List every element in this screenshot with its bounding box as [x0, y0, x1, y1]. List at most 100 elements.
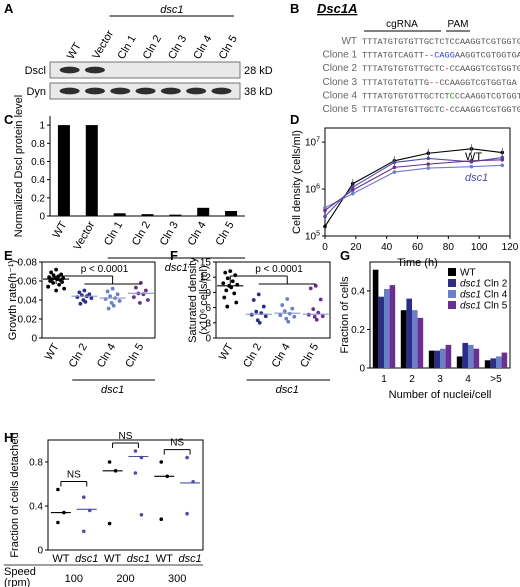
- c-bar: [169, 214, 182, 216]
- d-data-point: [392, 160, 397, 165]
- g-y-tick-label: 0.2: [351, 325, 365, 336]
- f-data-point: [223, 270, 228, 275]
- c-x-tick-label: Cln 5: [213, 219, 236, 247]
- f-data-point: [225, 276, 230, 281]
- d-x-tick-label: 0: [322, 242, 328, 253]
- blot-lane-label: Cln 1: [115, 33, 138, 61]
- sequence-row: TTTATGTGTGTTGCTCTCCCAAGGTCGTGGTGA: [362, 91, 520, 101]
- e-x-tick-label: Cln 2: [67, 342, 90, 370]
- e-y-tick-label: 0.02: [18, 315, 38, 326]
- h-data-point: [185, 511, 189, 516]
- g-legend-swatch: [448, 268, 456, 276]
- d-x-tick-label: 120: [502, 242, 519, 253]
- g-x-tick-label: 2: [409, 374, 415, 385]
- g-bar: [456, 356, 463, 368]
- h-data-point: [133, 471, 138, 475]
- f-data-point: [290, 306, 295, 311]
- d-data-point: [323, 224, 327, 229]
- d-data-point: [350, 188, 355, 192]
- d-data-point: [323, 208, 327, 213]
- e-data-point: [105, 289, 110, 294]
- g-legend-swatch: [448, 301, 456, 309]
- h-data-point: [81, 495, 86, 500]
- e-data-point: [54, 288, 59, 293]
- g-bar: [440, 348, 446, 368]
- e-data-point: [145, 298, 150, 302]
- g-bar: [484, 360, 491, 368]
- f-x-tick-label: Cln 2: [241, 342, 264, 370]
- blot-lane-label: Cln 3: [166, 33, 189, 61]
- f-p-value: p < 0.0001: [255, 264, 303, 275]
- e-data-point: [117, 299, 122, 303]
- f-data-point: [312, 314, 317, 319]
- blot-lane-label: Cln 4: [191, 33, 214, 61]
- f-data-point: [318, 297, 323, 302]
- g-legend-label: WT: [460, 268, 476, 279]
- h-speed-value: 100: [65, 573, 83, 585]
- g-bar: [501, 352, 508, 368]
- d-x-tick-label: 80: [443, 242, 455, 253]
- f-x-tick-label: WT: [217, 341, 236, 362]
- d-y-tick-label: 105: [305, 231, 320, 243]
- g-bar: [417, 317, 424, 368]
- f-data-point: [225, 304, 230, 309]
- c-bar: [197, 207, 210, 216]
- d-data-point: [426, 156, 431, 161]
- sequence-row: TTTATGTGTGTTG--CCAAGGTCGTGGTGA: [362, 78, 518, 88]
- d-data-point: [323, 205, 327, 210]
- c-bar: [57, 125, 70, 216]
- c-y-axis-label: Normalized Dscl protein level: [13, 95, 25, 237]
- h-x-tick-label: dsc1: [75, 553, 98, 565]
- blot-lane-label: WT: [65, 40, 84, 61]
- blot-band: [211, 87, 232, 95]
- d-data-point: [426, 166, 431, 170]
- f-data-point: [286, 319, 291, 324]
- f-data-point: [284, 316, 289, 321]
- h-data-point: [107, 460, 112, 464]
- e-data-point: [137, 300, 142, 305]
- f-data-point: [230, 279, 235, 284]
- h-data-point: [107, 521, 112, 526]
- g-legend-label: dsc1 Cln 4: [460, 290, 508, 301]
- c-bar: [113, 213, 126, 216]
- e-data-point: [47, 275, 52, 280]
- d-x-tick-label: 100: [471, 242, 488, 253]
- panel-label-b: B: [290, 1, 299, 16]
- blot-band: [59, 87, 80, 95]
- blot-group-label: dsc1: [160, 4, 183, 16]
- f-data-point: [263, 314, 268, 319]
- e-data-point: [60, 280, 65, 284]
- d-data-point: [500, 158, 505, 162]
- f-data-point: [251, 298, 256, 302]
- g-bar: [434, 350, 440, 368]
- e-data-point: [109, 300, 114, 305]
- f-y-tick-label: 12: [200, 273, 212, 284]
- h-x-tick-label: WT: [156, 553, 173, 565]
- blot-row-label: Dyn: [26, 86, 46, 98]
- f-data-point: [229, 285, 234, 290]
- g-x-tick-label: 4: [465, 374, 471, 385]
- blot-band: [110, 87, 131, 95]
- e-x-tick-label: WT: [43, 341, 62, 362]
- e-p-value: p < 0.0001: [81, 264, 129, 275]
- g-bar: [400, 310, 407, 368]
- c-y-tick-label: 0: [39, 212, 45, 223]
- e-y-tick-label: 0.04: [18, 296, 38, 307]
- c-x-tick-label: Vector: [71, 219, 97, 252]
- f-plot-frame: [215, 261, 331, 339]
- panel-label-g: G: [340, 248, 350, 263]
- f-data-point: [221, 281, 226, 286]
- c-group-label: dsc1: [165, 262, 188, 274]
- f-data-point: [308, 286, 313, 291]
- g-y-tick-label: 0.4: [351, 286, 365, 297]
- h-x-tick-label: dsc1: [127, 553, 150, 565]
- d-data-point: [426, 162, 431, 166]
- f-data-point: [292, 314, 297, 319]
- e-data-point: [54, 267, 59, 272]
- d-series-label-wt: WT: [465, 151, 482, 163]
- e-y-tick-label: 0.06: [18, 277, 38, 288]
- f-data-point: [228, 269, 233, 274]
- f-group-label: dsc1: [276, 384, 299, 396]
- h-y-tick-label: 0.8: [29, 458, 43, 469]
- e-data-point: [82, 288, 87, 293]
